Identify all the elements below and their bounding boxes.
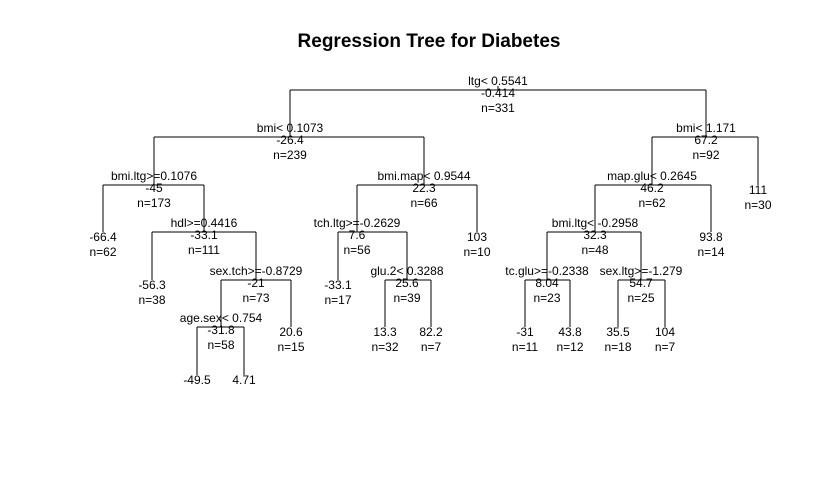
split-label-n2: bmi< 0.1073	[257, 121, 324, 135]
node-count-n24: n=23	[533, 291, 560, 305]
split-label-n24: tc.glu>=-0.2338	[505, 264, 589, 278]
split-label-n12: bmi.ltg< -0.2958	[552, 216, 639, 230]
node-value-n6: 46.2	[640, 181, 664, 195]
leaf-count-n48: n=11	[512, 340, 538, 354]
leaf-value-n77: 4.71	[232, 373, 256, 387]
node-value-n24: 8.04	[535, 276, 559, 290]
node-count-n21: n=39	[393, 291, 420, 305]
tree-edges	[102, 86, 759, 375]
node-value-n38: -31.8	[207, 323, 235, 337]
split-label-n38: age.sex< 0.754	[180, 311, 263, 325]
node-value-n4: -45	[145, 181, 163, 195]
leaf-count-n50: n=18	[604, 340, 631, 354]
leaf-count-n18: n=38	[138, 293, 165, 307]
node-value-root: -0.414	[481, 86, 515, 100]
leaf-value-n51: 104	[655, 325, 675, 339]
node-count-n4: n=173	[137, 196, 171, 210]
leaf-value-n43: 82.2	[419, 325, 443, 339]
node-value-n10: 7.6	[349, 228, 366, 242]
leaf-value-n48: -31	[516, 325, 534, 339]
node-value-n5: 22.3	[412, 181, 436, 195]
node-value-n3: 67.2	[694, 133, 718, 147]
leaf-value-n50: 35.5	[606, 325, 630, 339]
leaf-value-n49: 43.8	[558, 325, 582, 339]
node-count-n2: n=239	[273, 148, 307, 162]
leaf-count-n49: n=12	[556, 340, 583, 354]
leaf-count-n39: n=15	[277, 340, 304, 354]
node-count-n10: n=56	[343, 243, 370, 257]
split-label-n3: bmi< 1.171	[676, 121, 736, 135]
leaf-count-n8: n=62	[89, 245, 116, 259]
split-label-n6: map.glu< 0.2645	[607, 169, 697, 183]
leaf-value-n7: 111	[749, 183, 768, 197]
leaf-count-n7: n=30	[744, 198, 771, 212]
node-value-n9: -33.1	[190, 228, 218, 242]
node-value-n25: 54.7	[629, 276, 653, 290]
leaf-count-n11: n=10	[463, 245, 490, 259]
node-count-n5: n=66	[410, 196, 437, 210]
leaf-count-n42: n=32	[371, 340, 398, 354]
node-count-root: n=331	[481, 101, 515, 115]
node-count-n6: n=62	[638, 196, 665, 210]
split-label-n10: tch.ltg>=-0.2629	[314, 216, 401, 230]
leaf-value-n42: 13.3	[373, 325, 397, 339]
leaf-value-n8: -66.4	[89, 230, 117, 244]
node-value-n21: 25.6	[395, 276, 419, 290]
split-label-n25: sex.ltg>=-1.279	[600, 264, 683, 278]
split-label-n9: hdl>=0.4416	[171, 216, 238, 230]
leaf-value-n11: 103	[467, 230, 487, 244]
leaf-count-n51: n=7	[655, 340, 676, 354]
split-label-n19: sex.tch>=-0.8729	[210, 264, 303, 278]
leaf-value-n13: 93.8	[699, 230, 723, 244]
leaf-count-n43: n=7	[421, 340, 442, 354]
leaf-value-n76: -49.5	[183, 373, 211, 387]
figure-title: Regression Tree for Diabetes	[298, 31, 561, 52]
node-count-n3: n=92	[692, 148, 719, 162]
leaf-value-n39: 20.6	[279, 325, 303, 339]
split-label-n4: bmi.ltg>=0.1076	[111, 169, 197, 183]
split-label-n5: bmi.map< 0.9544	[377, 169, 470, 183]
node-count-n9: n=111	[188, 243, 220, 257]
node-count-n19: n=73	[242, 291, 269, 305]
node-count-n12: n=48	[581, 243, 608, 257]
leaf-count-n20: n=17	[324, 293, 351, 307]
split-label-n21: glu.2< 0.3288	[370, 264, 443, 278]
leaf-count-n13: n=14	[697, 245, 724, 259]
node-count-n25: n=25	[627, 291, 654, 305]
split-label-root: ltg< 0.5541	[468, 74, 528, 88]
node-value-n19: -21	[247, 276, 265, 290]
leaf-value-n20: -33.1	[324, 278, 352, 292]
node-count-n38: n=58	[207, 338, 234, 352]
node-value-n12: 32.3	[583, 228, 607, 242]
leaf-value-n18: -56.3	[138, 278, 166, 292]
node-value-n2: -26.4	[276, 133, 304, 147]
